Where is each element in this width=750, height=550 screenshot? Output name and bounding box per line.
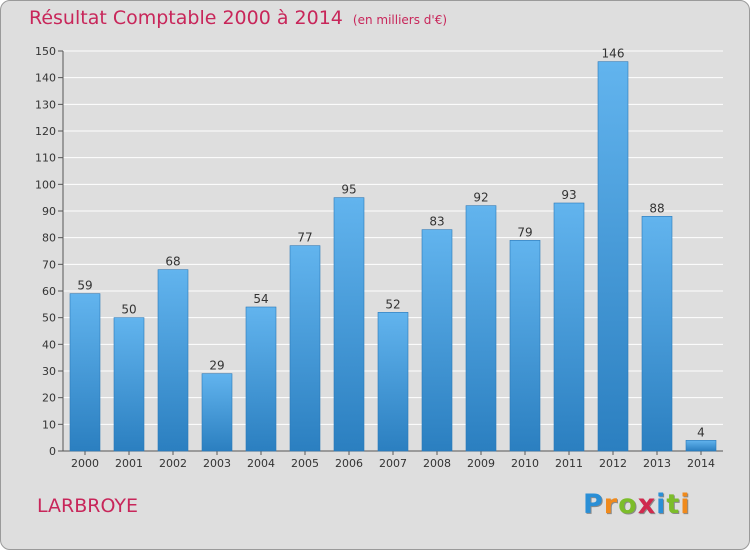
bar-value-label: 83 [429, 215, 444, 229]
bar-value-label: 95 [341, 183, 356, 197]
x-tick-label: 2014 [687, 457, 715, 470]
bar-value-label: 50 [121, 303, 136, 317]
x-tick-label: 2005 [291, 457, 319, 470]
logo-letter: o [618, 489, 638, 520]
logo-letter: i [680, 489, 691, 520]
bar [685, 440, 717, 452]
proxiti-logo: Proxiti [583, 489, 691, 520]
bar [201, 373, 233, 452]
y-tick-label: 140 [35, 72, 56, 85]
y-tick-label: 30 [42, 365, 56, 378]
x-tick-label: 2009 [467, 457, 495, 470]
bar-value-label: 59 [77, 279, 92, 293]
bar [157, 269, 189, 452]
bar [421, 229, 453, 452]
x-tick-label: 2007 [379, 457, 407, 470]
bar-value-label: 29 [209, 359, 224, 373]
x-tick-label: 2011 [555, 457, 583, 470]
bar [69, 293, 101, 452]
bar [641, 216, 673, 452]
chart-title-block: Résultat Comptable 2000 à 2014 (en millie… [29, 7, 447, 29]
y-tick-label: 150 [35, 45, 56, 58]
bar-value-label: 4 [697, 425, 705, 439]
bar [509, 240, 541, 452]
bar [553, 202, 585, 452]
chart-title: Résultat Comptable 2000 à 2014 [29, 7, 343, 29]
y-tick-label: 110 [35, 152, 56, 165]
bar [289, 245, 321, 452]
bar-value-label: 93 [561, 188, 576, 202]
logo-letter: t [666, 489, 681, 520]
y-tick-label: 130 [35, 98, 56, 111]
y-tick-label: 120 [35, 125, 56, 138]
bar-value-label: 77 [297, 231, 312, 245]
bar [597, 61, 629, 452]
y-tick-label: 70 [42, 258, 56, 271]
x-tick-label: 2008 [423, 457, 451, 470]
bar-value-label: 79 [517, 225, 532, 239]
y-tick-label: 50 [42, 312, 56, 325]
bar [333, 197, 365, 452]
x-tick-label: 2006 [335, 457, 363, 470]
y-tick-label: 60 [42, 285, 56, 298]
bar-value-label: 88 [649, 201, 664, 215]
x-tick-label: 2012 [599, 457, 627, 470]
y-tick-label: 80 [42, 232, 56, 245]
bar [113, 317, 145, 452]
y-tick-label: 40 [42, 338, 56, 351]
bars [69, 61, 717, 452]
logo-letter: P [583, 489, 604, 520]
bar [245, 306, 277, 452]
bar [465, 205, 497, 452]
x-tick-label: 2010 [511, 457, 539, 470]
x-tick-label: 2013 [643, 457, 671, 470]
x-tick-label: 2004 [247, 457, 275, 470]
x-tick-label: 2003 [203, 457, 231, 470]
y-tick-label: 90 [42, 205, 56, 218]
labels: 0 10 20 30 40 50 60 70 80 90 100 110 120 130 140 150 59 2… [35, 45, 715, 470]
chart-unit: (en milliers d'€) [352, 13, 448, 27]
bar-value-label: 92 [473, 191, 488, 205]
bar [377, 312, 409, 452]
y-tick-label: 0 [49, 445, 56, 458]
bar-value-label: 54 [253, 292, 268, 306]
logo-letter: r [603, 489, 619, 520]
logo-letter: x [637, 489, 657, 520]
y-tick-label: 100 [35, 178, 56, 191]
bar-value-label: 68 [165, 255, 180, 269]
logo-letter: i [656, 489, 667, 520]
y-tick-label: 20 [42, 392, 56, 405]
x-tick-label: 2000 [71, 457, 99, 470]
bar-value-label: 52 [385, 297, 400, 311]
x-tick-label: 2002 [159, 457, 187, 470]
bar-chart: 0 10 20 30 40 50 60 70 80 90 100 110 120 130 140 150 59 2… [35, 45, 723, 470]
commune-name: LARBROYE [37, 495, 138, 517]
bar-value-label: 146 [602, 47, 625, 61]
y-tick-label: 10 [42, 418, 56, 431]
x-tick-label: 2001 [115, 457, 143, 470]
